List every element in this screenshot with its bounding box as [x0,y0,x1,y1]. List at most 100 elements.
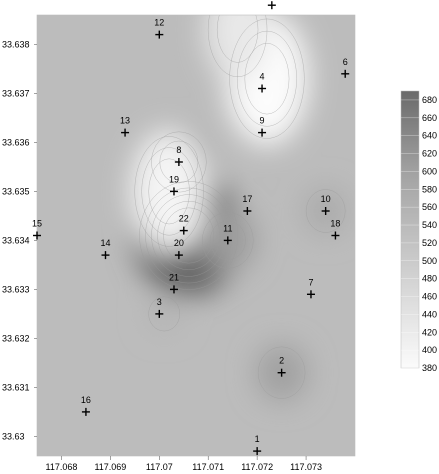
y-tick-label: 33.635 [2,186,30,196]
colorbar-tick-label: 540 [422,220,437,230]
sample-point-20: 20 [174,238,184,260]
x-tick-label: 117.072 [241,462,273,472]
plot-area [37,15,355,456]
point-label: 1 [255,434,260,444]
point-label: 22 [179,214,189,224]
sample-point-12: 12 [154,18,164,39]
contour-ring [229,18,305,139]
colorbar-ticks: 380 400 420 440 460 480 500 520 540 560 580 600 620 6… [401,95,437,373]
sample-point-15: 15 [32,219,42,240]
sample-point-2: 2 [277,356,286,377]
contour-ring [216,15,259,63]
contour-ring [305,189,346,233]
sample-point-4: 4 [258,72,267,93]
colorbar-tick-label: 420 [422,327,437,337]
sample-point-7: 7 [306,277,315,299]
contour-ring [148,296,180,332]
point-label: 2 [279,356,284,366]
sample-point-1: 1 [253,434,262,456]
y-axis-ticks: 33.63 33.631 33.632 33.633 33.634 33.635 33.63… [2,39,37,441]
point-label: 18 [330,219,340,229]
contour-lines [134,15,346,399]
colorbar-tick-label: 520 [422,238,437,248]
colorbar-tick-label: 440 [422,309,437,319]
y-tick-label: 33.636 [2,137,30,147]
colorbar-tick-label: 500 [422,256,437,266]
y-tick-label: 33.633 [2,284,30,294]
sample-points: 12345678910111213141516171819202122 [32,1,350,456]
sample-point-10: 10 [321,194,331,215]
sample-point-6: 6 [341,57,350,78]
sample-point-22: 22 [179,214,189,235]
contour-ring [257,346,306,399]
point-label: 20 [174,238,184,248]
sample-point-9: 9 [258,116,267,137]
contour-ring [134,136,204,247]
sample-point-3: 3 [155,297,164,318]
colorbar-tick-label: 620 [422,149,437,159]
contour-ring [148,158,190,225]
y-tick-label: 33.634 [2,235,30,245]
point-label: 3 [157,297,162,307]
sample-point-17: 17 [242,194,252,215]
y-tick-label: 33.631 [2,382,30,392]
contour-ring [207,15,268,77]
contour-ring [244,43,290,115]
colorbar-tick-label: 380 [422,363,437,373]
point-label: 7 [308,277,313,287]
contour-ring [209,220,246,261]
contour-ring [151,194,227,277]
field-high-6 [146,294,182,333]
colorbar: 380 400 420 440 460 480 500 520 540 560 580 600 620 6… [400,90,437,373]
sample-point-13: 13 [120,116,130,137]
point-label: 13 [120,116,130,126]
x-tick-label: 117.071 [192,462,224,472]
colorbar-tick-label: 680 [422,95,437,105]
sample-point-14: 14 [100,238,111,260]
field-low-8 [130,130,208,253]
field-low-9 [204,15,271,83]
colorbar-tick-label: 400 [422,345,437,355]
colorbar-tick-label: 580 [422,184,437,194]
point-label: 10 [321,194,331,204]
contour-ring [202,212,254,269]
x-tick-label: 117.07 [146,462,173,472]
colorbar-tick-label: 660 [422,113,437,123]
contour-ring [163,207,215,264]
x-axis-ticks: 117.068 117.069 117.07 117.071 117.072 117.07… [46,456,322,472]
colorbar-tick-label: 560 [422,202,437,212]
x-tick-label: 117.068 [46,462,78,472]
y-tick-label: 33.632 [2,333,30,343]
y-tick-label: 33.637 [2,88,30,98]
point-label: 11 [223,223,232,233]
contour-ring [141,147,197,236]
sample-point-16: 16 [81,395,91,416]
point-label: 8 [176,145,181,155]
colorbar-tick-label: 640 [422,131,437,141]
sample-point-8: 8 [174,145,183,166]
sample-point-21: 21 [169,272,179,294]
point-label: 12 [154,18,164,28]
point-label: 6 [343,57,348,67]
y-tick-label: 33.638 [2,39,30,49]
point-label: 9 [260,116,265,126]
contour-ring [145,187,233,284]
point-label: 16 [81,395,91,405]
sample-point-5: 5 [267,1,276,10]
sample-point-19: 19 [169,174,179,196]
point-label: 14 [100,238,110,248]
x-tick-label: 117.069 [94,462,126,472]
colorbar-tick-label: 480 [422,274,437,284]
sample-point-18: 18 [330,219,340,240]
colorbar-tick-label: 600 [422,166,437,176]
colorbar-tick-label: 460 [422,292,437,302]
x-tick-label: 117.073 [290,462,322,472]
point-label: 21 [169,272,179,282]
y-tick-label: 33.63 [2,431,25,441]
point-label: 4 [260,72,265,82]
sample-point-11: 11 [223,223,232,245]
contour-ring [151,131,207,193]
point-label: 15 [32,219,42,229]
point-label: 17 [242,194,252,204]
